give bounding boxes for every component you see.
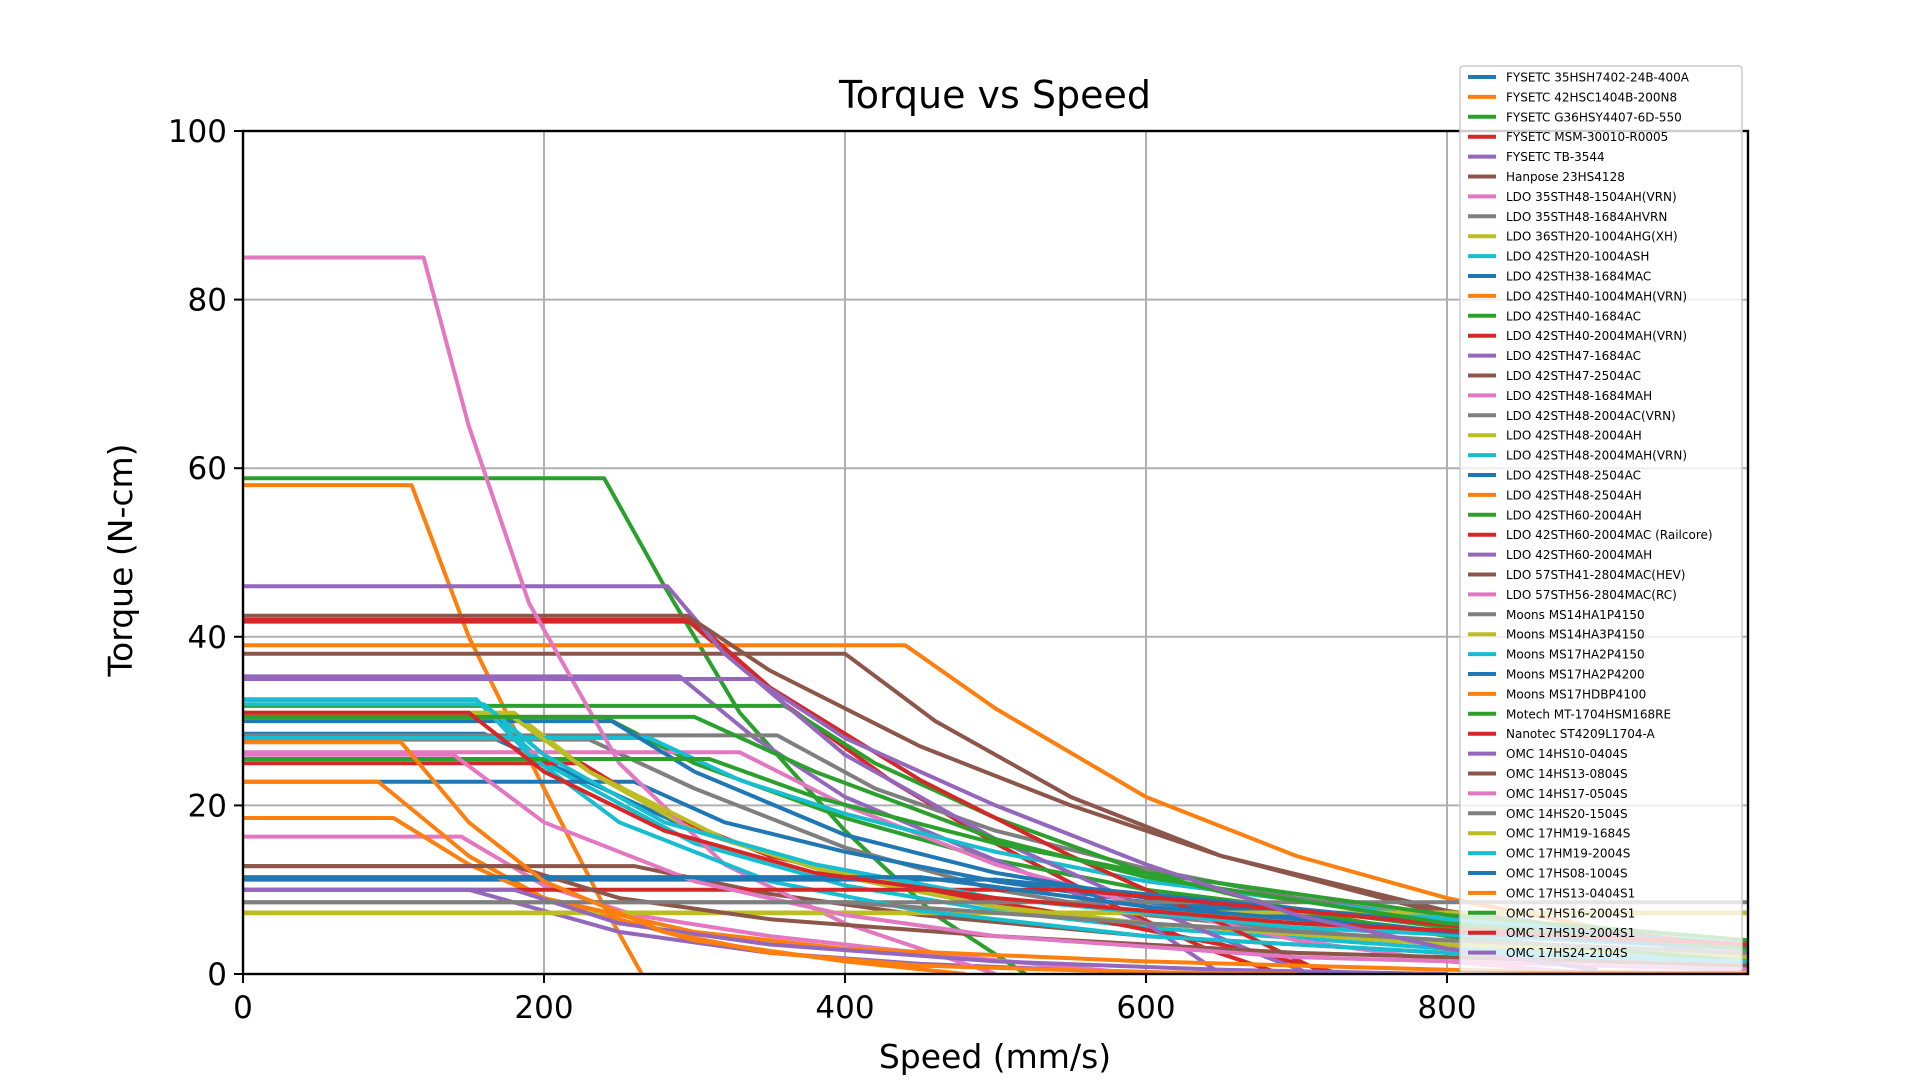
series-line: [243, 710, 1748, 947]
legend-box: [1459, 65, 1743, 973]
legend: FYSETC 35HSH7402-24B-400A FYSETC 42HSC140…: [1459, 65, 1743, 973]
legend-label: OMC 14HS20-1504S: [1506, 807, 1628, 821]
axes: 0 200 400 600 800 0 20 40 60 80 100: [168, 114, 1750, 1026]
legend-label: OMC 17HS16-2004S1: [1506, 906, 1635, 920]
x-tick-label: 600: [1116, 990, 1175, 1026]
legend-label: LDO 42STH60-2004AH: [1506, 508, 1642, 522]
legend-label: FYSETC G36HSY4407-6D-550: [1506, 110, 1682, 124]
legend-label: OMC 14HS13-0804S: [1506, 767, 1628, 781]
legend-label: LDO 42STH47-1684AC: [1506, 349, 1641, 363]
legend-label: LDO 42STH40-1004MAH(VRN): [1506, 289, 1687, 303]
legend-label: OMC 14HS10-0404S: [1506, 747, 1628, 761]
y-tick-label: 20: [188, 788, 227, 824]
legend-label: LDO 36STH20-1004AHG(XH): [1506, 230, 1678, 244]
legend-label: OMC 17HM19-1684S: [1506, 827, 1630, 841]
x-tick-label: 200: [514, 990, 573, 1026]
series-line: [243, 702, 1748, 951]
legend-label: LDO 42STH48-2504AH: [1506, 488, 1642, 502]
legend-label: LDO 57STH41-2804MAC(HEV): [1506, 568, 1685, 582]
legend-label: LDO 35STH48-1504AH(VRN): [1506, 190, 1677, 204]
legend-label: Moons MS14HA1P4150: [1506, 608, 1645, 622]
series-line: [243, 887, 1448, 974]
legend-label: FYSETC 35HSH7402-24B-400A: [1506, 71, 1690, 85]
legend-label: FYSETC MSM-30010-R0005: [1506, 130, 1668, 144]
legend-label: Motech MT-1704HSM168RE: [1506, 707, 1671, 721]
legend-label: LDO 42STH48-2504AC: [1506, 469, 1641, 483]
legend-label: LDO 42STH48-2004AH: [1506, 429, 1642, 443]
series-line: [243, 255, 997, 974]
x-tick-label: 400: [815, 990, 874, 1026]
x-axis-label: Speed (mm/s): [879, 1037, 1111, 1076]
legend-label: OMC 17HS24-2104S: [1506, 946, 1628, 960]
chart-title: Torque vs Speed: [838, 73, 1151, 117]
legend-label: LDO 42STH60-2004MAH: [1506, 548, 1652, 562]
legend-label: OMC 17HS13-0404S1: [1506, 886, 1635, 900]
legend-label: LDO 42STH47-2504AC: [1506, 369, 1641, 383]
legend-label: Nanotec ST4209L1704-A: [1506, 727, 1656, 741]
legend-label: FYSETC TB-3544: [1506, 150, 1605, 164]
legend-label: LDO 42STH40-1684AC: [1506, 309, 1641, 323]
legend-label: LDO 42STH40-2004MAH(VRN): [1506, 329, 1687, 343]
y-tick-label: 80: [188, 283, 227, 319]
y-tick-label: 40: [188, 620, 227, 656]
plot-frame: [241, 129, 1750, 976]
y-axis-label: Torque (N-cm): [101, 443, 140, 677]
legend-label: Moons MS14HA3P4150: [1506, 628, 1645, 642]
legend-label: LDO 42STH20-1004ASH: [1506, 250, 1649, 264]
series-line: [243, 677, 1598, 972]
legend-label: LDO 42STH38-1684MAC: [1506, 270, 1651, 284]
series-line: [243, 816, 1748, 974]
legend-label: LDO 35STH48-1684AHVRN: [1506, 210, 1667, 224]
series-line: [243, 714, 1748, 951]
legend-label: FYSETC 42HSC1404B-200N8: [1506, 90, 1677, 104]
series-line: [243, 752, 1748, 972]
y-tick-label: 60: [188, 451, 227, 487]
x-tick-label: 0: [233, 990, 253, 1026]
x-tick-label: 800: [1417, 990, 1476, 1026]
legend-label: LDO 57STH56-2804MAC(RC): [1506, 588, 1677, 602]
legend-label: Moons MS17HDBP4100: [1506, 687, 1646, 701]
legend-label: Hanpose 23HS4128: [1506, 170, 1625, 184]
legend-label: LDO 42STH48-1684MAH: [1506, 389, 1652, 403]
legend-label: OMC 17HS19-2004S1: [1506, 926, 1635, 940]
legend-label: OMC 17HS08-1004S: [1506, 867, 1628, 881]
y-tick-label: 100: [168, 114, 227, 150]
legend-label: OMC 17HM19-2004S: [1506, 847, 1630, 861]
legend-label: LDO 42STH48-2004MAH(VRN): [1506, 449, 1687, 463]
legend-label: LDO 42STH48-2004AC(VRN): [1506, 409, 1676, 423]
series-line: [243, 757, 1748, 943]
legend-label: OMC 14HS17-0504S: [1506, 787, 1628, 801]
series-line: [243, 740, 1297, 974]
legend-label: Moons MS17HA2P4200: [1506, 668, 1645, 682]
series-line: [243, 864, 1748, 968]
legend-label: Moons MS17HA2P4150: [1506, 648, 1645, 662]
legend-label: LDO 42STH60-2004MAC (Railcore): [1506, 528, 1713, 542]
y-tick-label: 0: [207, 957, 227, 993]
